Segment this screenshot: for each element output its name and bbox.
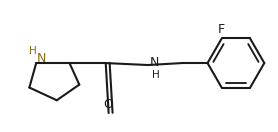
Text: O: O: [104, 98, 114, 111]
Text: F: F: [218, 23, 225, 36]
Text: N: N: [150, 56, 159, 69]
Text: N: N: [36, 52, 46, 65]
Text: H: H: [29, 46, 37, 56]
Text: H: H: [152, 70, 160, 80]
